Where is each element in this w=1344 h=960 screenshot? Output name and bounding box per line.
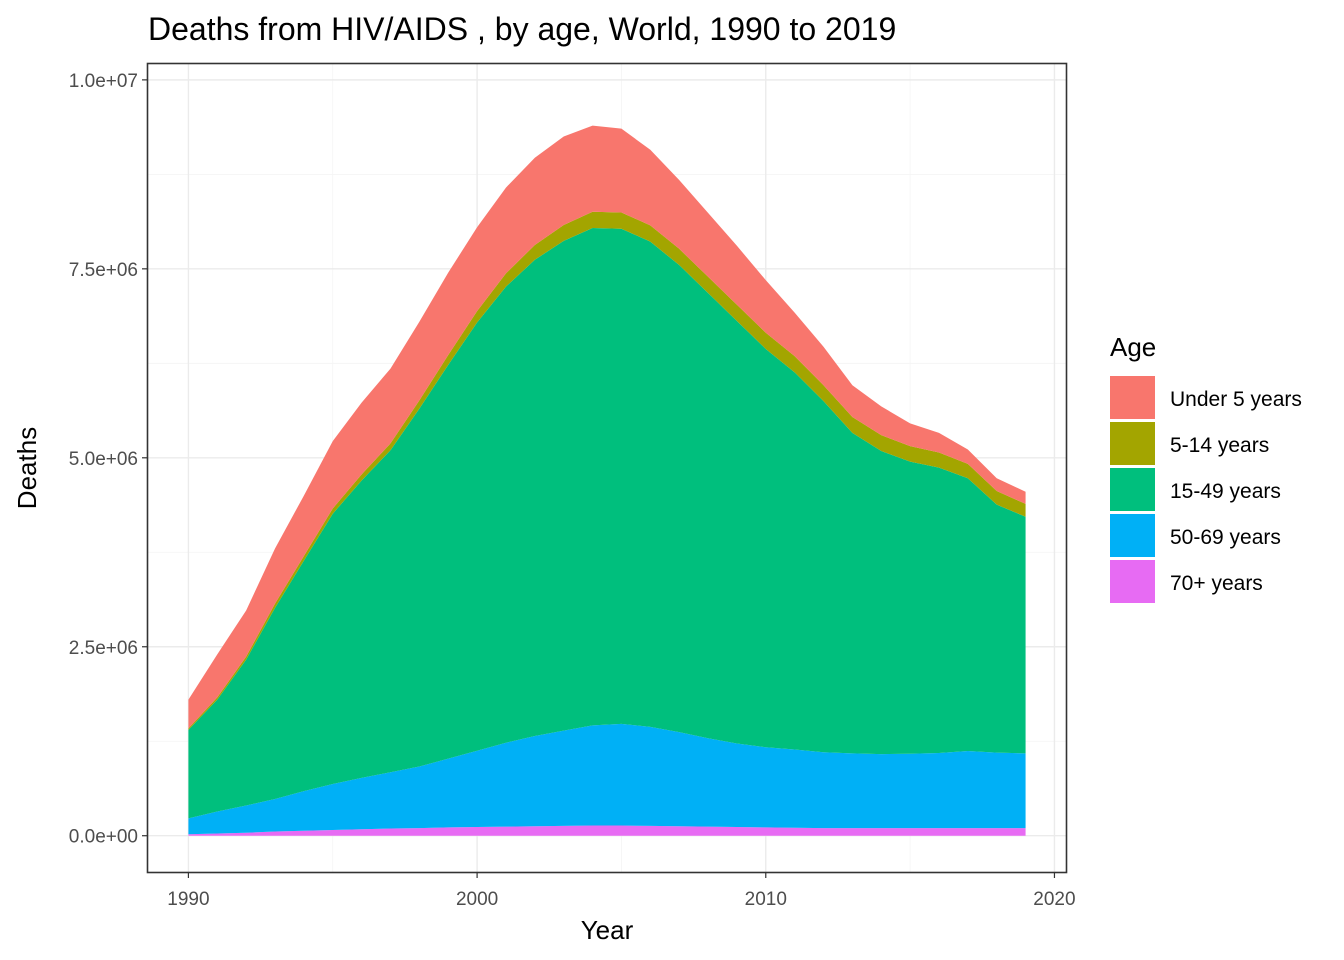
x-tick-label: 2000: [456, 889, 498, 910]
legend-swatch: [1110, 468, 1155, 511]
x-tick-label: 2010: [745, 889, 787, 910]
y-tick-label: 0.0e+00: [69, 827, 138, 848]
legend-swatch: [1110, 422, 1155, 465]
y-tick-label: 1.0e+07: [69, 71, 138, 92]
legend-label: 15-49 years: [1170, 480, 1281, 503]
area-series-group: [188, 125, 1026, 836]
legend-label: 50-69 years: [1170, 526, 1281, 549]
x-tick-label: 2020: [1033, 889, 1075, 910]
legend-items: Under 5 years 5-14 years 15-49 years 50-69 …: [1110, 376, 1302, 603]
axis-ticks: 1990 2000 2010 2020 0.0e+00 2.5e+06 5.0e+06 7.5…: [69, 71, 1076, 910]
legend-swatch: [1110, 560, 1155, 603]
y-tick-label: 5.0e+06: [69, 449, 138, 470]
x-axis-title: Year: [581, 915, 634, 945]
chart-title: Deaths from HIV/AIDS , by age, World, 19…: [148, 11, 896, 47]
area-70plus-years: [188, 825, 1026, 836]
legend-label: 70+ years: [1170, 572, 1263, 595]
y-axis-title: Deaths: [12, 427, 42, 509]
x-tick-label: 1990: [167, 889, 209, 910]
legend-swatch: [1110, 514, 1155, 557]
legend-label: Under 5 years: [1170, 388, 1302, 411]
y-tick-label: 7.5e+06: [69, 260, 138, 281]
area-15-49-years: [188, 228, 1026, 819]
legend: Age Under 5 years 5-14 years 15-49 years 50…: [1110, 332, 1302, 603]
legend-swatch: [1110, 376, 1155, 419]
legend-title: Age: [1110, 332, 1156, 362]
legend-label: 5-14 years: [1170, 434, 1269, 457]
area-50-69-years: [188, 723, 1026, 835]
panel-border: [146, 62, 1068, 874]
area-under-5-years: [188, 125, 1026, 729]
y-tick-label: 2.5e+06: [69, 638, 138, 659]
